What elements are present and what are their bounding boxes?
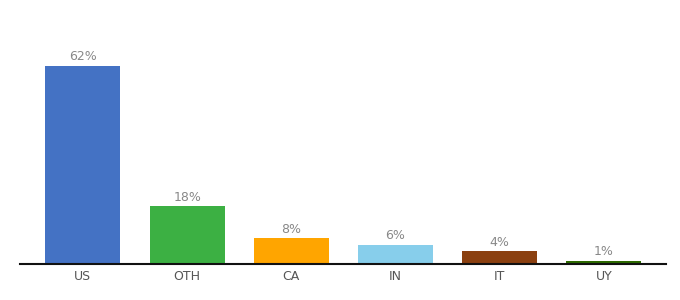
Text: 8%: 8% (282, 223, 301, 236)
Text: 18%: 18% (173, 191, 201, 204)
Bar (46, 66, 120, 264)
Text: 6%: 6% (386, 229, 405, 242)
Text: 62%: 62% (69, 50, 97, 63)
Bar (150, 206, 224, 264)
Bar (254, 238, 329, 264)
Text: 4%: 4% (490, 236, 509, 249)
Text: 1%: 1% (594, 245, 614, 258)
Bar (566, 261, 641, 264)
Bar (462, 251, 537, 264)
Bar (358, 245, 433, 264)
